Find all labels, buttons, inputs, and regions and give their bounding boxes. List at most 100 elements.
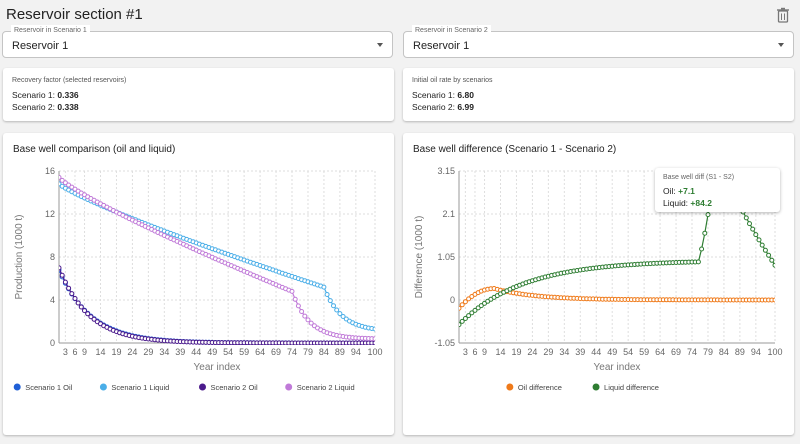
x-tick-label: 54 xyxy=(623,347,633,357)
info-line: Scenario 1: 6.80 xyxy=(412,90,474,100)
scenario2-reservoir-select[interactable]: Reservoir in Scenario 2 Reservoir 1 xyxy=(403,25,794,58)
data-point xyxy=(716,147,720,151)
x-tick-label: 9 xyxy=(482,347,487,357)
x-tick-label: 69 xyxy=(671,347,681,357)
card-title: Recovery factor (selected reservoirs) xyxy=(12,77,127,84)
x-tick-label: 39 xyxy=(175,347,185,357)
data-point xyxy=(299,309,305,314)
x-tick-label: 29 xyxy=(143,347,153,357)
data-point xyxy=(321,284,327,290)
data-point xyxy=(59,265,62,271)
x-tick-label: 79 xyxy=(703,347,713,357)
data-point xyxy=(62,279,68,285)
legend-marker xyxy=(285,383,293,391)
base-well-difference-card: Base well difference (Scenario 1 - Scena… xyxy=(403,133,794,435)
chevron-down-icon[interactable] xyxy=(778,43,784,47)
x-tick-label: 74 xyxy=(687,347,697,357)
data-point xyxy=(769,257,775,263)
select-value: Reservoir 1 xyxy=(413,40,470,52)
select-legend: Reservoir in Scenario 2 xyxy=(412,25,491,37)
data-point xyxy=(62,180,68,186)
data-point xyxy=(91,316,97,322)
x-tick-label: 59 xyxy=(639,347,649,357)
data-point xyxy=(772,262,775,268)
x-axis-label: Year index xyxy=(194,362,241,373)
legend-item: Scenario 2 Liquid xyxy=(297,383,355,392)
x-tick-label: 44 xyxy=(191,347,201,357)
x-tick-label: 29 xyxy=(543,347,553,357)
data-point xyxy=(337,311,343,317)
data-point xyxy=(75,300,81,306)
data-point xyxy=(702,230,708,236)
data-point xyxy=(756,237,762,243)
x-tick-label: 59 xyxy=(239,347,249,357)
data-point xyxy=(85,311,91,317)
x-tick-label: 6 xyxy=(72,347,77,357)
chart-legend: Oil difference Liquid difference xyxy=(506,383,659,392)
x-tick-label: 79 xyxy=(303,347,313,357)
card-title: Initial oil rate by scenarios xyxy=(412,77,493,84)
data-point xyxy=(705,212,711,218)
data-point xyxy=(472,307,478,313)
data-point xyxy=(292,296,298,302)
info-line: Scenario 1: 0.336 xyxy=(12,90,79,100)
tooltip-liquid: Liquid: +84.2 xyxy=(663,198,712,208)
x-tick-label: 24 xyxy=(127,347,137,357)
data-point xyxy=(772,297,775,303)
chart-title: Base well difference (Scenario 1 - Scena… xyxy=(413,144,617,155)
x-tick-label: 49 xyxy=(207,347,217,357)
legend-item: Scenario 1 Oil xyxy=(25,383,72,392)
x-tick-label: 100 xyxy=(767,347,782,357)
legend-marker xyxy=(506,383,514,391)
data-point xyxy=(743,215,749,221)
x-tick-label: 19 xyxy=(111,347,121,357)
chart-tooltip: Base well diff (S1 - S2) Oil: +7.1 Liqui… xyxy=(655,168,780,212)
x-tick-label: 9 xyxy=(82,347,87,357)
page-title: Reservoir section #1 xyxy=(6,6,143,23)
x-tick-label: 64 xyxy=(655,347,665,357)
x-tick-label: 39 xyxy=(575,347,585,357)
data-point xyxy=(753,232,759,238)
chevron-down-icon[interactable] xyxy=(377,43,383,47)
y-axis-label: Production (1000 t) xyxy=(14,214,25,299)
chart-legend: Scenario 1 Oil Scenario 1 Liquid Scenario … xyxy=(13,383,355,392)
x-tick-label: 54 xyxy=(223,347,233,357)
x-tick-label: 19 xyxy=(511,347,521,357)
legend-item: Scenario 1 Liquid xyxy=(111,383,169,392)
legend-marker xyxy=(199,383,206,391)
x-tick-label: 74 xyxy=(287,347,297,357)
x-tick-label: 84 xyxy=(319,347,329,357)
data-point xyxy=(459,322,462,328)
tooltip-oil: Oil: +7.1 xyxy=(663,186,695,196)
chart-title: Base well comparison (oil and liquid) xyxy=(13,144,176,155)
data-point xyxy=(66,285,72,291)
data-point xyxy=(308,320,314,326)
x-tick-label: 89 xyxy=(735,347,745,357)
legend-item: Scenario 2 Oil xyxy=(211,383,258,392)
x-tick-label: 89 xyxy=(335,347,345,357)
select-legend: Reservoir in Scenario 1 xyxy=(11,25,90,37)
data-point xyxy=(372,336,375,342)
data-point xyxy=(469,310,475,316)
data-point xyxy=(302,313,308,319)
x-tick-label: 84 xyxy=(719,347,729,357)
data-point xyxy=(327,298,333,304)
data-point xyxy=(466,296,472,302)
data-point xyxy=(372,326,375,332)
scenario1-reservoir-select[interactable]: Reservoir in Scenario 1 Reservoir 1 xyxy=(2,25,393,58)
data-point xyxy=(695,259,701,265)
select-value: Reservoir 1 xyxy=(12,40,69,52)
y-tick-label: 0 xyxy=(50,338,55,348)
y-tick-label: 16 xyxy=(45,166,55,176)
data-point xyxy=(478,303,484,309)
data-point xyxy=(759,242,765,248)
data-point xyxy=(324,292,330,297)
data-point xyxy=(59,272,65,278)
initial-oil-rate-card: Initial oil rate by scenarios Scenario 1… xyxy=(403,68,794,121)
x-tick-label: 69 xyxy=(271,347,281,357)
y-tick-label: 2.1 xyxy=(442,209,455,219)
x-tick-label: 24 xyxy=(527,347,537,357)
trash-icon[interactable] xyxy=(776,7,790,23)
